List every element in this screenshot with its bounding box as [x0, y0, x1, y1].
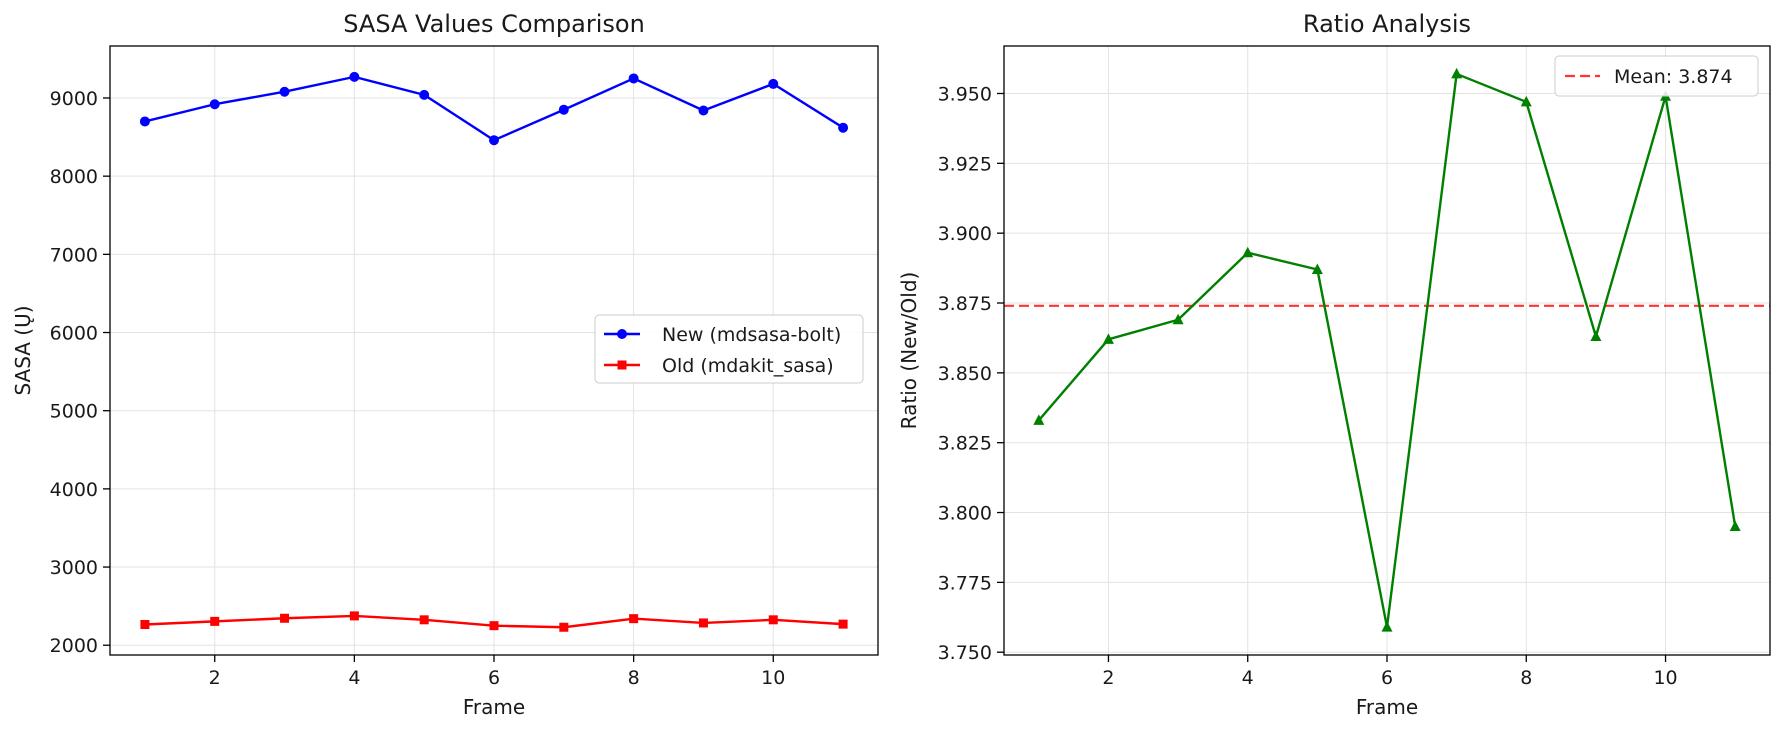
y-tick-label: 3.950: [938, 83, 992, 105]
data-point: [1172, 313, 1184, 325]
x-tick-label: 4: [1242, 667, 1254, 689]
data-point: [1520, 95, 1532, 107]
data-point: [210, 616, 220, 626]
data-point: [140, 620, 150, 630]
legend-box: [594, 314, 864, 384]
y-axis-label: SASA (Ų): [11, 305, 35, 395]
plot-data: [139, 71, 849, 632]
legend: New (mdsasa-bolt) Old (mdakit_sasa): [594, 314, 864, 384]
plot-frame: [109, 45, 879, 656]
y-tick-label: 2000: [50, 635, 98, 657]
grid: [1004, 46, 1770, 655]
legend-entry: Old (mdakit_sasa): [662, 355, 834, 377]
y-tick-label: 8000: [50, 166, 98, 188]
y-tick-label: 3000: [50, 557, 98, 579]
data-point: [698, 618, 708, 628]
plot-frame: [1003, 45, 1771, 656]
data-point: [1590, 330, 1602, 342]
data-point: [1033, 414, 1045, 425]
x-tick-label: 10: [761, 667, 785, 689]
y-tick-label: 5000: [50, 401, 98, 423]
data-point: [698, 105, 709, 116]
x-axis-label: Frame: [1356, 695, 1418, 719]
data-point: [419, 615, 429, 625]
data-point: [349, 71, 360, 82]
y-tick-label: 4000: [50, 479, 98, 501]
data-point: [768, 78, 779, 89]
x-tick-label: 8: [628, 667, 640, 689]
legend: Mean: 3.874: [1554, 55, 1759, 97]
data-point: [1242, 246, 1254, 258]
x-tick-label: 4: [348, 667, 360, 689]
chart-2: 2 4 6 8 10 3.750 3.775 3.800 3.825 3.850 3.875 3.90…: [897, 10, 1771, 719]
plot-data: [1004, 67, 1770, 632]
y-tick-label: 3.825: [938, 433, 992, 455]
data-point: [1311, 263, 1323, 274]
data-point: [489, 621, 499, 631]
data-point: [1381, 621, 1393, 632]
y-axis-label: Ratio (New/Old): [897, 272, 921, 430]
data-point: [1729, 520, 1741, 531]
x-tick-label: 10: [1653, 667, 1677, 689]
x-tick-label: 8: [1520, 667, 1532, 689]
y-tick-label: 7000: [50, 244, 98, 266]
data-point: [209, 99, 220, 110]
data-point: [629, 614, 639, 624]
y-tick-label: 3.750: [938, 642, 992, 664]
y-tick-label: 3.900: [938, 223, 992, 245]
y-tick-label: 3.850: [938, 363, 992, 385]
y-tick-label: 6000: [50, 323, 98, 345]
data-point: [280, 613, 290, 623]
chart-title: Ratio Analysis: [1303, 10, 1471, 38]
data-point: [349, 611, 359, 621]
chart-1: 2 4 6 8 10 2000 3000 4000 5000 6000 7000 8000 9000 SA…: [11, 10, 879, 719]
x-tick-label: 2: [1102, 667, 1114, 689]
x-axis-label: Frame: [463, 695, 525, 719]
legend-entry: Mean: 3.874: [1614, 66, 1733, 88]
data-point: [559, 622, 569, 632]
data-point: [139, 116, 150, 127]
data-point: [768, 615, 778, 625]
data-point: [1451, 67, 1463, 79]
data-point: [838, 619, 848, 629]
legend-box: [1554, 55, 1759, 97]
data-point: [279, 86, 290, 97]
x-tick-label: 2: [209, 667, 221, 689]
data-point: [489, 135, 499, 146]
y-tick-label: 3.875: [938, 293, 992, 315]
y-tick-label: 9000: [50, 88, 98, 110]
x-tick-label: 6: [1381, 667, 1393, 689]
legend-entry: New (mdsasa-bolt): [662, 324, 841, 346]
data-point: [558, 104, 569, 115]
data-point: [628, 73, 639, 84]
chart-title: SASA Values Comparison: [343, 10, 645, 38]
data-point: [1102, 333, 1114, 344]
legend-swatch-marker: [617, 329, 627, 339]
data-point: [838, 122, 849, 133]
legend-swatch-marker: [617, 360, 627, 370]
data-point: [419, 89, 430, 100]
y-tick-label: 3.775: [938, 572, 992, 594]
x-tick-label: 6: [488, 667, 500, 689]
y-tick-label: 3.800: [938, 503, 992, 525]
y-tick-label: 3.925: [938, 153, 992, 175]
